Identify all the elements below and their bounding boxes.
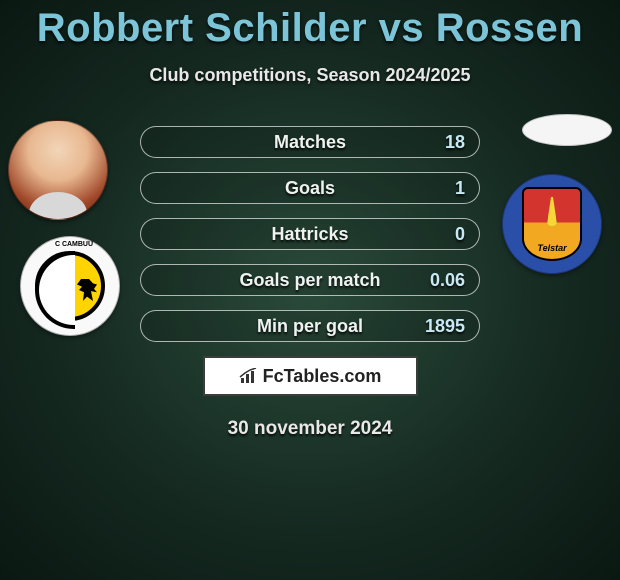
chart-icon: [239, 368, 259, 384]
cambuur-lion-icon: [77, 279, 97, 301]
content-area: C CAMBUU Telstar Matches 18 Goals 1 Hattrick…: [0, 126, 620, 440]
stat-value-right: 0: [455, 224, 465, 245]
stat-label: Min per goal: [257, 316, 363, 337]
stat-label: Goals per match: [239, 270, 380, 291]
stat-value-right: 18: [445, 132, 465, 153]
player-left-avatar: [8, 120, 108, 220]
stat-value-right: 1895: [425, 316, 465, 337]
stat-row: Min per goal 1895: [140, 310, 480, 342]
brand-badge[interactable]: FcTables.com: [203, 356, 418, 396]
date-label: 30 november 2024: [0, 418, 620, 440]
stat-row: Matches 18: [140, 126, 480, 158]
stat-label: Hattricks: [271, 224, 348, 245]
page-title: Robbert Schilder vs Rossen: [0, 0, 620, 51]
telstar-badge: Telstar: [522, 187, 582, 261]
stat-value-right: 0.06: [430, 270, 465, 291]
stat-row: Hattricks 0: [140, 218, 480, 250]
player-right-avatar: [522, 114, 612, 146]
stat-label: Goals: [285, 178, 335, 199]
stats-table: Matches 18 Goals 1 Hattricks 0 Goals per match…: [140, 126, 480, 342]
stat-row: Goals per match 0.06: [140, 264, 480, 296]
cambuur-label: C CAMBUU: [29, 241, 119, 248]
stat-value-right: 1: [455, 178, 465, 199]
brand-text: FcTables.com: [263, 366, 382, 387]
club-right-logo: Telstar: [502, 174, 602, 274]
club-left-logo: C CAMBUU: [20, 236, 120, 336]
stat-row: Goals 1: [140, 172, 480, 204]
telstar-label: Telstar: [524, 243, 580, 253]
subtitle: Club competitions, Season 2024/2025: [0, 65, 620, 86]
stat-label: Matches: [274, 132, 346, 153]
cambuur-badge: C CAMBUU: [35, 251, 105, 321]
